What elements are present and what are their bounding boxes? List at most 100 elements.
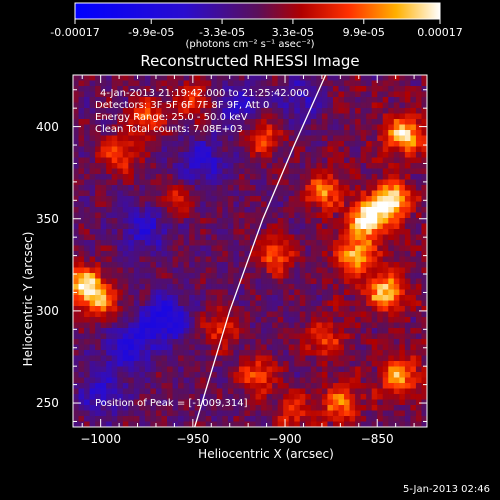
- heatmap-cell: [111, 366, 118, 373]
- heatmap-cell: [366, 344, 373, 351]
- heatmap-cell: [305, 223, 312, 230]
- heatmap-cell: [111, 223, 118, 230]
- colorbar-tick-label: 0.00017: [417, 26, 463, 39]
- heatmap-cell: [155, 361, 163, 368]
- heatmap-cell: [200, 273, 207, 280]
- heatmap-cell: [415, 267, 423, 274]
- heatmap-cell: [316, 102, 323, 109]
- heatmap-cell: [211, 201, 218, 208]
- heatmap-cell: [227, 201, 235, 208]
- heatmap-cell: [200, 278, 207, 285]
- heatmap-cell: [377, 306, 384, 313]
- heatmap-cell: [305, 383, 312, 390]
- heatmap-cell: [167, 152, 174, 159]
- heatmap-cell: [167, 229, 174, 236]
- heatmap-cell: [216, 207, 223, 214]
- heatmap-cell: [172, 91, 179, 98]
- colorbar: [74, 2, 441, 24]
- heatmap-cell: [144, 163, 152, 170]
- heatmap-cell: [128, 91, 135, 98]
- heatmap-cell: [371, 119, 378, 126]
- heatmap-cell: [399, 333, 406, 340]
- heatmap-cell: [360, 317, 367, 324]
- heatmap-cell: [266, 163, 273, 170]
- heatmap-cell: [233, 366, 240, 373]
- heatmap-cell: [377, 399, 384, 406]
- heatmap-cell: [360, 201, 367, 208]
- heatmap-cell: [150, 289, 157, 296]
- heatmap-cell: [178, 295, 185, 302]
- heatmap-cell: [233, 333, 240, 340]
- heatmap-cell: [178, 306, 185, 313]
- heatmap-cell: [128, 295, 135, 302]
- heatmap-cell: [238, 108, 246, 115]
- heatmap-cell: [167, 300, 174, 307]
- heatmap-cell: [233, 410, 240, 417]
- heatmap-cell: [255, 218, 262, 225]
- heatmap-cell: [238, 113, 246, 120]
- heatmap-cell: [95, 91, 102, 98]
- heatmap-cell: [349, 383, 356, 390]
- heatmap-cell: [84, 146, 91, 153]
- heatmap-cell: [266, 75, 273, 82]
- heatmap-cell: [294, 306, 301, 313]
- heatmap-cell: [139, 80, 146, 87]
- heatmap-cell: [133, 394, 140, 401]
- heatmap-cell: [150, 119, 157, 126]
- heatmap-cell: [244, 75, 251, 82]
- heatmap-cell: [332, 130, 340, 137]
- heatmap-cell: [421, 80, 427, 87]
- heatmap-cell: [316, 339, 323, 346]
- heatmap-cell: [377, 212, 384, 219]
- heatmap-cell: [321, 196, 329, 203]
- heatmap-cell: [277, 388, 284, 395]
- heatmap-cell: [410, 113, 417, 120]
- heatmap-cell: [183, 251, 190, 258]
- heatmap-cell: [316, 350, 323, 357]
- heatmap-cell: [244, 157, 251, 164]
- heatmap-cell: [200, 355, 207, 362]
- heatmap-cell: [100, 201, 107, 208]
- heatmap-cell: [111, 317, 118, 324]
- heatmap-cell: [144, 218, 152, 225]
- heatmap-cell: [89, 245, 96, 252]
- heatmap-cell: [266, 262, 273, 269]
- heatmap-cell: [111, 86, 118, 93]
- heatmap-cell: [283, 113, 290, 120]
- heatmap-cell: [266, 207, 273, 214]
- heatmap-cell: [377, 179, 384, 186]
- heatmap-cell: [250, 201, 257, 208]
- heatmap-cell: [84, 229, 91, 236]
- heatmap-cell: [144, 333, 152, 340]
- heatmap-cell: [216, 218, 223, 225]
- heatmap-cell: [172, 212, 179, 219]
- heatmap-cell: [421, 339, 427, 346]
- heatmap-cell: [250, 86, 257, 93]
- heatmap-cell: [338, 295, 345, 302]
- heatmap: [73, 75, 427, 427]
- heatmap-cell: [73, 157, 80, 164]
- heatmap-cell: [128, 86, 135, 93]
- heatmap-cell: [155, 135, 163, 142]
- heatmap-cell: [227, 229, 235, 236]
- heatmap-cell: [327, 168, 334, 175]
- heatmap-cell: [388, 339, 395, 346]
- heatmap-cell: [84, 152, 91, 159]
- heatmap-cell: [250, 399, 257, 406]
- heatmap-cell: [78, 157, 85, 164]
- heatmap-cell: [111, 311, 118, 318]
- heatmap-cell: [111, 361, 118, 368]
- heatmap-cell: [172, 339, 179, 346]
- heatmap-cell: [238, 80, 246, 87]
- heatmap-cell: [111, 113, 118, 120]
- heatmap-cell: [261, 190, 268, 197]
- heatmap-cell: [349, 300, 356, 307]
- heatmap-cell: [310, 394, 317, 401]
- heatmap-cell: [421, 201, 427, 208]
- heatmap-cell: [299, 295, 306, 302]
- heatmap-cell: [360, 113, 367, 120]
- heatmap-cell: [261, 405, 268, 412]
- heatmap-cell: [283, 267, 290, 274]
- heatmap-cell: [305, 284, 312, 291]
- heatmap-cell: [294, 190, 301, 197]
